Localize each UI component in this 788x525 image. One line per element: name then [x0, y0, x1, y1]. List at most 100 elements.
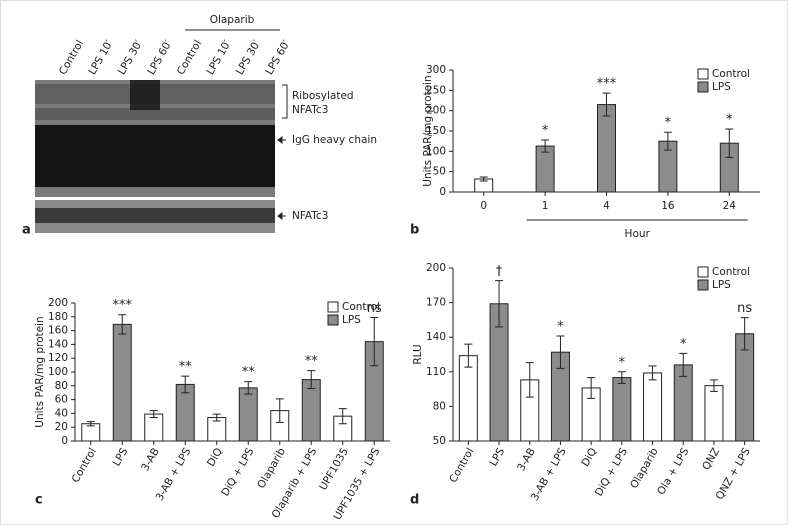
error-bar — [464, 343, 473, 368]
x-tick-label: 1 — [542, 200, 549, 212]
y-tick-label: 0 — [439, 186, 446, 198]
annotation: *** — [113, 298, 133, 313]
band — [35, 125, 275, 187]
bar — [238, 387, 258, 442]
error-bar — [725, 128, 734, 158]
y-tick-label: 50 — [433, 435, 446, 447]
error-bar — [648, 365, 657, 381]
error-bar — [602, 92, 611, 117]
legend-label: Control — [342, 301, 380, 313]
y-tick-label: 140 — [48, 338, 68, 350]
error-bar — [212, 413, 221, 422]
x-tick-label: 16 — [661, 200, 675, 212]
legend-label: LPS — [712, 81, 731, 93]
y-tick-label: 20 — [55, 421, 68, 433]
bar — [535, 145, 555, 193]
panel-label: c — [35, 493, 43, 508]
bar — [704, 385, 724, 442]
legend-swatch — [697, 81, 709, 93]
y-tick-label: 170 — [426, 297, 446, 309]
blot: Olaparib Ribosylated NFATc3 IgG heavy ch… — [22, 14, 377, 238]
error-bar — [307, 370, 316, 390]
group-label: Olaparib — [210, 14, 255, 26]
y-axis-label: Units PAR/mg protein — [34, 316, 46, 427]
x-tick-label: 0 — [480, 200, 487, 212]
legend-label: LPS — [712, 279, 731, 291]
error-bar — [679, 352, 688, 377]
band — [35, 208, 275, 223]
error-bar — [556, 335, 565, 369]
legend-swatch — [697, 266, 709, 278]
error-bar — [86, 421, 95, 427]
y-tick-label: 140 — [426, 331, 446, 343]
annotation: * — [619, 355, 626, 370]
annotation: * — [542, 123, 549, 138]
annotation: † — [496, 264, 503, 279]
error-bar — [275, 398, 284, 423]
error-bar — [181, 375, 190, 394]
bar — [112, 323, 132, 442]
y-tick-label: 100 — [48, 366, 68, 378]
y-tick-label: 0 — [61, 435, 68, 447]
legend-swatch — [327, 314, 339, 326]
band — [130, 80, 160, 110]
y-tick-label: 200 — [426, 262, 446, 274]
y-tick-label: 80 — [433, 400, 446, 412]
x-tick-label: 24 — [723, 200, 737, 212]
error-bar — [149, 410, 158, 419]
panel-label: a — [22, 223, 31, 238]
error-bar — [663, 131, 672, 151]
error-bar — [338, 408, 347, 425]
y-tick-label: 200 — [48, 297, 68, 309]
legend-label: Control — [712, 68, 750, 80]
y-tick-label: 100 — [426, 145, 446, 157]
y-tick-label: 180 — [48, 311, 68, 323]
error-bar — [541, 139, 550, 153]
legend-label: Control — [712, 266, 750, 278]
legend-swatch — [327, 301, 339, 313]
y-tick-label: 110 — [426, 366, 446, 378]
panel-label: d — [410, 493, 419, 508]
y-tick-label: 250 — [426, 84, 446, 96]
y-axis-label: RLU — [412, 344, 424, 364]
x-tick-label: 4 — [603, 200, 610, 212]
annotation: ** — [242, 365, 256, 380]
annotation: ns — [367, 301, 382, 316]
y-tick-label: 300 — [426, 64, 446, 76]
annotation: *** — [597, 77, 617, 92]
legend-swatch — [697, 68, 709, 80]
y-tick-label: 120 — [48, 352, 68, 364]
blot-label: NFATc3 — [292, 104, 328, 116]
annotation: * — [680, 337, 687, 352]
bar — [612, 377, 632, 442]
y-tick-label: 50 — [433, 166, 446, 178]
arrow — [277, 212, 286, 220]
y-tick-label: 60 — [55, 394, 68, 406]
error-bar — [244, 381, 253, 395]
bar — [81, 423, 101, 442]
y-tick-label: 150 — [426, 125, 446, 137]
legend-label: LPS — [342, 314, 361, 326]
y-tick-label: 160 — [48, 325, 68, 337]
blot-label: IgG heavy chain — [292, 134, 377, 146]
annotation: * — [557, 320, 564, 335]
annotation: ** — [179, 360, 193, 375]
error-bar — [525, 362, 534, 398]
error-bar — [740, 317, 749, 351]
y-tick-label: 80 — [55, 380, 68, 392]
annotation: * — [665, 116, 672, 131]
panel-label: b — [410, 223, 419, 238]
arrow — [277, 136, 286, 144]
blot-label: NFATc3 — [292, 210, 328, 222]
bar — [144, 413, 164, 442]
error-bar — [495, 280, 504, 328]
annotation: ns — [737, 301, 752, 316]
y-tick-label: 200 — [426, 105, 446, 117]
y-tick-label: 40 — [55, 407, 68, 419]
annotation: ** — [305, 354, 319, 369]
bar — [643, 372, 663, 442]
error-bar — [370, 316, 379, 367]
error-bar — [118, 314, 127, 335]
